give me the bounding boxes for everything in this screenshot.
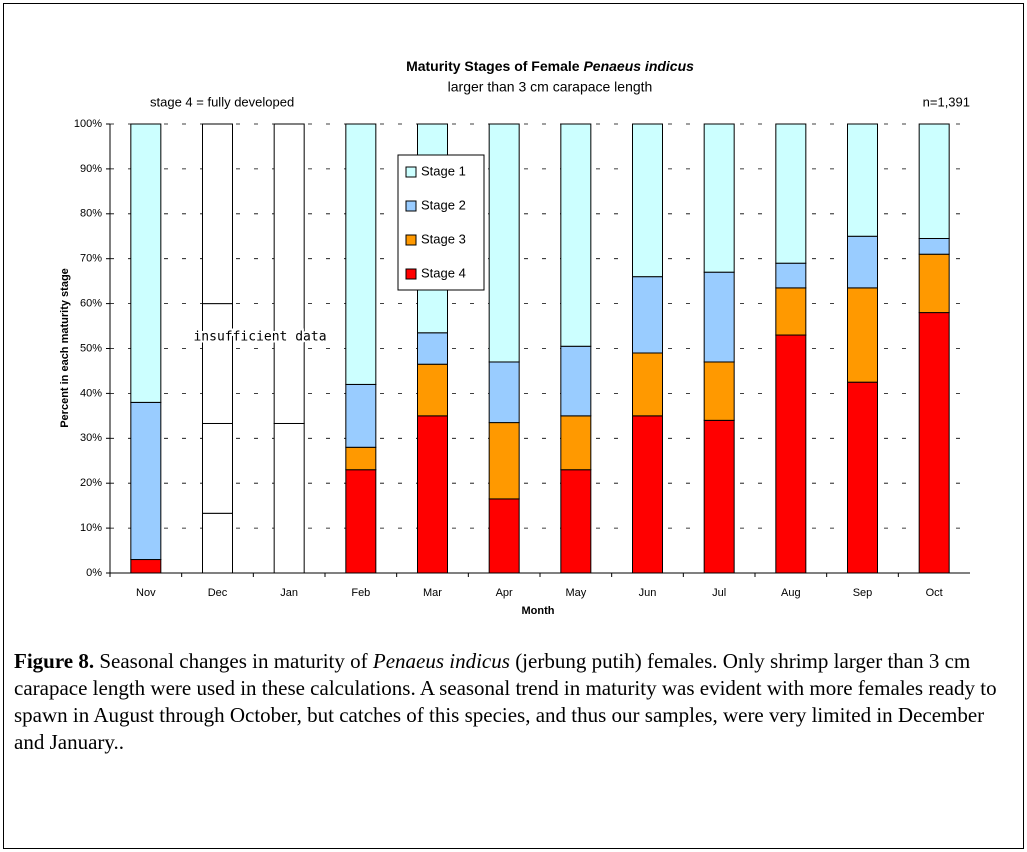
legend-swatch [405, 200, 417, 212]
annotation: stage 4 = fully developed [150, 94, 294, 109]
x-tick-label: Nov [136, 587, 156, 599]
x-tick-label: Jun [639, 587, 657, 599]
chart-title: Maturity Stages of Female Penaeus indicu… [406, 58, 694, 74]
bar-segment [202, 512, 233, 574]
x-tick-label: Mar [423, 587, 442, 599]
chart: Maturity Stages of Female Penaeus indicu… [59, 58, 970, 617]
x-tick-label: May [565, 587, 586, 599]
caption-italic: Penaeus indicus [372, 649, 510, 673]
x-axis-label: Month [522, 605, 555, 617]
bar-segment [560, 469, 592, 574]
bar-segment [202, 123, 233, 305]
caption-text: (jerbung putih) females. Only shrimp lar… [14, 649, 997, 754]
bar-segment [417, 415, 448, 574]
bar-segment [632, 123, 663, 278]
bar-segment [632, 415, 663, 574]
y-tick-label: 20% [80, 477, 102, 489]
bar-segment [273, 422, 305, 574]
bar-segment [847, 123, 878, 237]
bar-segment [488, 498, 520, 574]
bar-segment [847, 235, 878, 289]
bar-segment [775, 334, 807, 574]
bar-segment [488, 422, 520, 500]
bar-segment [345, 383, 377, 448]
y-tick-label: 70% [80, 253, 102, 265]
x-tick-label: Sep [853, 587, 873, 599]
bar-segment [202, 303, 233, 424]
bar-segment [703, 361, 735, 421]
x-tick-label: Apr [496, 587, 513, 599]
bar-segment [417, 332, 448, 365]
bar-segment [775, 262, 807, 289]
y-tick-label: 100% [74, 118, 102, 130]
y-tick-label: 60% [80, 298, 102, 310]
bar-segment [918, 253, 950, 314]
title-italic: Penaeus indicus [583, 58, 694, 74]
frame [3, 3, 1024, 849]
y-axis-label: Percent in each maturity stage [59, 268, 71, 428]
bar-segment [847, 381, 878, 574]
legend-label: Stage 1 [421, 163, 466, 178]
bar-segment [488, 361, 520, 424]
x-tick-label: Aug [781, 587, 801, 599]
y-tick-label: 10% [80, 522, 102, 534]
bar-segment [345, 469, 377, 574]
y-tick-label: 30% [80, 432, 102, 444]
bar-segment [130, 123, 162, 403]
bar-segment [632, 276, 663, 354]
bar-segment [775, 123, 807, 264]
y-tick-label: 50% [80, 342, 102, 354]
annotation: n=1,391 [923, 94, 970, 109]
subtitle: larger than 3 cm carapace length [448, 79, 653, 95]
bar-segment [130, 559, 162, 574]
annotation: insufficient data [193, 330, 326, 345]
bar-segment [918, 123, 950, 239]
bar-segment [847, 287, 878, 383]
legend-label: Stage 4 [421, 265, 466, 280]
bar-segment [632, 352, 663, 417]
y-tick-label: 40% [80, 387, 102, 399]
bar-segment [130, 401, 162, 561]
x-tick-label: Jan [280, 587, 298, 599]
legend-swatch [405, 166, 417, 178]
bar-segment [918, 312, 950, 574]
x-tick-label: Oct [926, 587, 943, 599]
y-tick-label: 80% [80, 208, 102, 220]
x-tick-label: Feb [351, 587, 370, 599]
bar-segment [560, 345, 592, 417]
legend-swatch [405, 234, 417, 246]
bar-segment [417, 363, 448, 417]
bar-segment [488, 123, 520, 363]
bar-segment [560, 123, 592, 347]
y-tick-label: 90% [80, 163, 102, 175]
legend-label: Stage 2 [421, 197, 466, 212]
bar-segment [703, 123, 735, 273]
bar-segment [703, 271, 735, 363]
title-text: Maturity Stages of Female [406, 58, 580, 74]
bar-segment [273, 123, 305, 424]
bar-segment [345, 446, 377, 471]
bar-segment [775, 287, 807, 336]
caption-text: Seasonal changes in maturity of [94, 649, 373, 673]
x-tick-label: Jul [712, 587, 726, 599]
x-tick-label: Dec [208, 587, 228, 599]
legend-swatch [405, 268, 417, 280]
caption: Figure 8. Seasonal changes in maturity o… [14, 648, 1014, 756]
bar-segment [560, 415, 592, 471]
legend-label: Stage 3 [421, 231, 466, 246]
bar-segment [202, 422, 233, 514]
bar-segment [345, 123, 377, 385]
y-tick-label: 0% [86, 567, 102, 579]
caption-label: Figure 8. [14, 649, 95, 673]
bar-segment [703, 419, 735, 574]
bar-segment [918, 237, 950, 255]
